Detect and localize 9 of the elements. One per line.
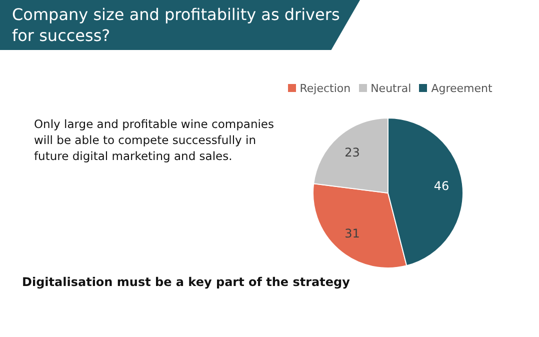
text: Only large and profitable wine companies will be able to compete successfully in future digital marketing and sales. bbox=[34, 116, 276, 164]
data-label: 23 bbox=[344, 145, 360, 160]
legend-label: Neutral bbox=[370, 82, 412, 94]
legend-label: Agreement bbox=[431, 82, 492, 94]
text: Digitalisation must be a key part of the strategy bbox=[22, 275, 351, 289]
chart-title: Company size and profitability as drivers for success? bbox=[12, 4, 341, 46]
legend-label: Rejection bbox=[300, 82, 351, 94]
data-label: 31 bbox=[344, 226, 360, 241]
data-label: 46 bbox=[434, 179, 450, 194]
